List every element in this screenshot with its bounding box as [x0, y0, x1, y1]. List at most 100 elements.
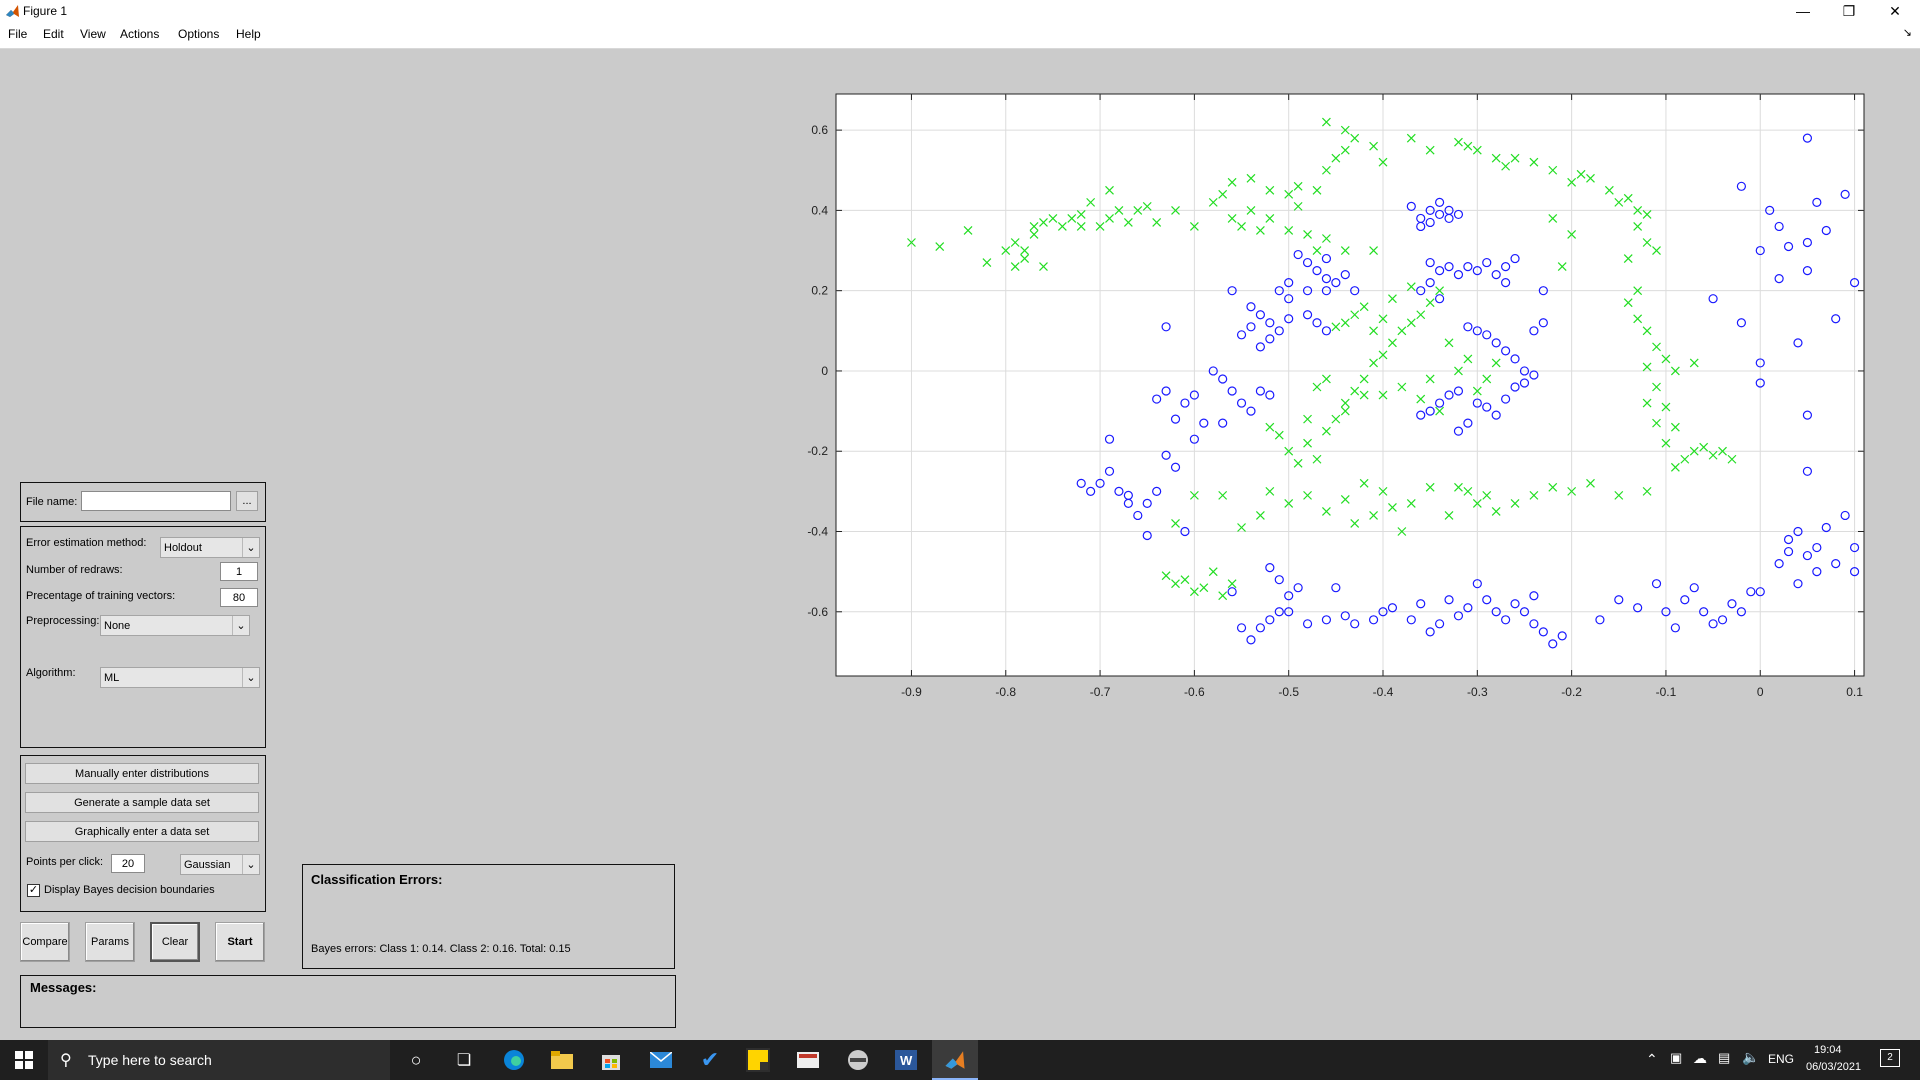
matlab-taskbar-button[interactable]: [932, 1040, 978, 1080]
app-disc-icon[interactable]: [846, 1048, 870, 1072]
menu-edit[interactable]: Edit: [43, 27, 64, 41]
store-icon[interactable]: [599, 1048, 623, 1072]
bayes-checkbox[interactable]: ✓: [27, 884, 40, 897]
data-point-o: [1463, 603, 1473, 613]
start-button[interactable]: Start: [215, 922, 265, 962]
training-input[interactable]: 80: [220, 588, 258, 607]
data-point-o: [1774, 559, 1784, 569]
data-point-x: [1633, 205, 1643, 215]
sticky-notes-icon[interactable]: [746, 1048, 770, 1072]
data-point-o: [1246, 635, 1256, 645]
data-point-x: [1265, 185, 1275, 195]
points-per-click-input[interactable]: 20: [111, 854, 145, 873]
browse-button[interactable]: ...: [236, 491, 258, 511]
data-point-o: [1321, 253, 1332, 264]
algorithm-dropdown[interactable]: ML ⌄: [100, 667, 260, 688]
clock-date[interactable]: 06/03/2021: [1806, 1061, 1862, 1073]
notification-icon[interactable]: 2: [1880, 1049, 1900, 1067]
restore-icon: ❐: [1842, 2, 1856, 19]
data-point-x: [1076, 222, 1086, 231]
clock-time[interactable]: 19:04: [1814, 1044, 1842, 1056]
menu-help[interactable]: Help: [236, 27, 261, 41]
language-indicator[interactable]: ENG: [1768, 1052, 1795, 1066]
data-point-o: [1453, 209, 1464, 220]
restore-button[interactable]: ❐: [1826, 0, 1872, 22]
data-point-x: [1463, 141, 1473, 151]
todo-icon[interactable]: ✔: [700, 1047, 720, 1072]
data-point-x: [1491, 507, 1501, 516]
data-point-x: [1369, 246, 1379, 255]
data-point-o: [1161, 386, 1171, 396]
minimize-icon: —: [1796, 3, 1810, 19]
data-point-x: [1529, 490, 1539, 500]
close-button[interactable]: ✕: [1872, 0, 1918, 22]
params-button[interactable]: Params: [85, 922, 135, 962]
data-point-x: [1425, 298, 1435, 308]
data-point-x: [1321, 507, 1331, 516]
data-point-o: [1227, 587, 1237, 597]
x-tick-label: -0.7: [1090, 685, 1111, 699]
manual-distributions-button[interactable]: Manually enter distributions: [25, 763, 259, 784]
data-point-x: [1199, 583, 1209, 593]
minimize-button[interactable]: —: [1780, 0, 1826, 22]
data-point-x: [1642, 398, 1652, 408]
data-point-o: [1491, 338, 1501, 348]
data-point-o: [1510, 354, 1520, 364]
edge-icon[interactable]: [502, 1048, 526, 1072]
compare-button[interactable]: Compare: [20, 922, 70, 962]
data-point-o: [1491, 607, 1501, 617]
data-point-x: [1284, 226, 1294, 235]
data-point-o: [1246, 322, 1256, 332]
dock-arrow-icon[interactable]: ↘: [1902, 27, 1912, 39]
scatter-plot[interactable]: -0.9 -0.8 -0.7 -0.6 -0.5 -0.4 -0.3 -0.2 -0.1 0 0.1…: [780, 80, 1890, 710]
task-view-icon[interactable]: ❏: [456, 1052, 472, 1069]
distribution-dropdown[interactable]: Gaussian ⌄: [180, 854, 260, 875]
window-title: Figure 1: [23, 4, 68, 18]
generate-sample-button[interactable]: Generate a sample data set: [25, 792, 259, 813]
data-point-x: [1642, 326, 1652, 336]
volume-icon[interactable]: 🔈: [1742, 1049, 1760, 1065]
data-point-x: [1218, 189, 1228, 199]
data-point-o: [1783, 534, 1794, 545]
data-point-o: [1142, 498, 1152, 509]
data-point-x: [1397, 527, 1407, 536]
snipping-tool-icon[interactable]: [796, 1048, 820, 1072]
data-point-x: [1284, 189, 1294, 199]
clear-button[interactable]: Clear: [150, 922, 200, 962]
taskbar-search-box[interactable]: ⚲ Type here to search: [48, 1040, 390, 1080]
data-point-x: [1369, 326, 1379, 336]
data-point-o: [1802, 133, 1813, 143]
file-explorer-icon[interactable]: [550, 1048, 574, 1072]
error-method-dropdown[interactable]: Holdout ⌄: [160, 537, 260, 558]
data-point-x: [1567, 177, 1577, 187]
menu-view[interactable]: View: [80, 27, 106, 41]
data-point-x: [1340, 318, 1350, 328]
messages-box: Messages:: [20, 975, 676, 1028]
onedrive-icon[interactable]: ☁: [1693, 1050, 1707, 1066]
preprocessing-dropdown[interactable]: None ⌄: [100, 615, 250, 636]
data-point-o: [1236, 398, 1247, 408]
data-point-o: [1434, 294, 1445, 304]
data-point-o: [1444, 595, 1454, 605]
graphical-enter-button[interactable]: Graphically enter a data set: [25, 821, 259, 842]
data-point-o: [1812, 197, 1822, 207]
menu-actions[interactable]: Actions: [120, 27, 160, 41]
network-icon[interactable]: ▤: [1718, 1050, 1731, 1065]
tray-chevron-icon[interactable]: ⌃: [1646, 1051, 1658, 1067]
start-icon[interactable]: [12, 1048, 36, 1072]
matlab-icon: [945, 1051, 965, 1069]
file-name-input[interactable]: [81, 491, 231, 511]
cortana-icon[interactable]: ○: [410, 1049, 422, 1070]
data-point-x: [1378, 486, 1388, 496]
data-point-o: [1463, 418, 1473, 428]
data-point-o: [1227, 386, 1237, 396]
menu-file[interactable]: File: [8, 27, 28, 41]
menu-options[interactable]: Options: [178, 27, 220, 41]
word-icon[interactable]: W: [894, 1048, 918, 1072]
redraws-input[interactable]: 1: [220, 562, 258, 581]
data-point-o: [1472, 398, 1482, 408]
device-icon[interactable]: ▣: [1670, 1050, 1683, 1065]
data-point-o: [1510, 382, 1520, 392]
data-point-x: [1463, 354, 1473, 364]
mail-icon[interactable]: [649, 1048, 673, 1072]
